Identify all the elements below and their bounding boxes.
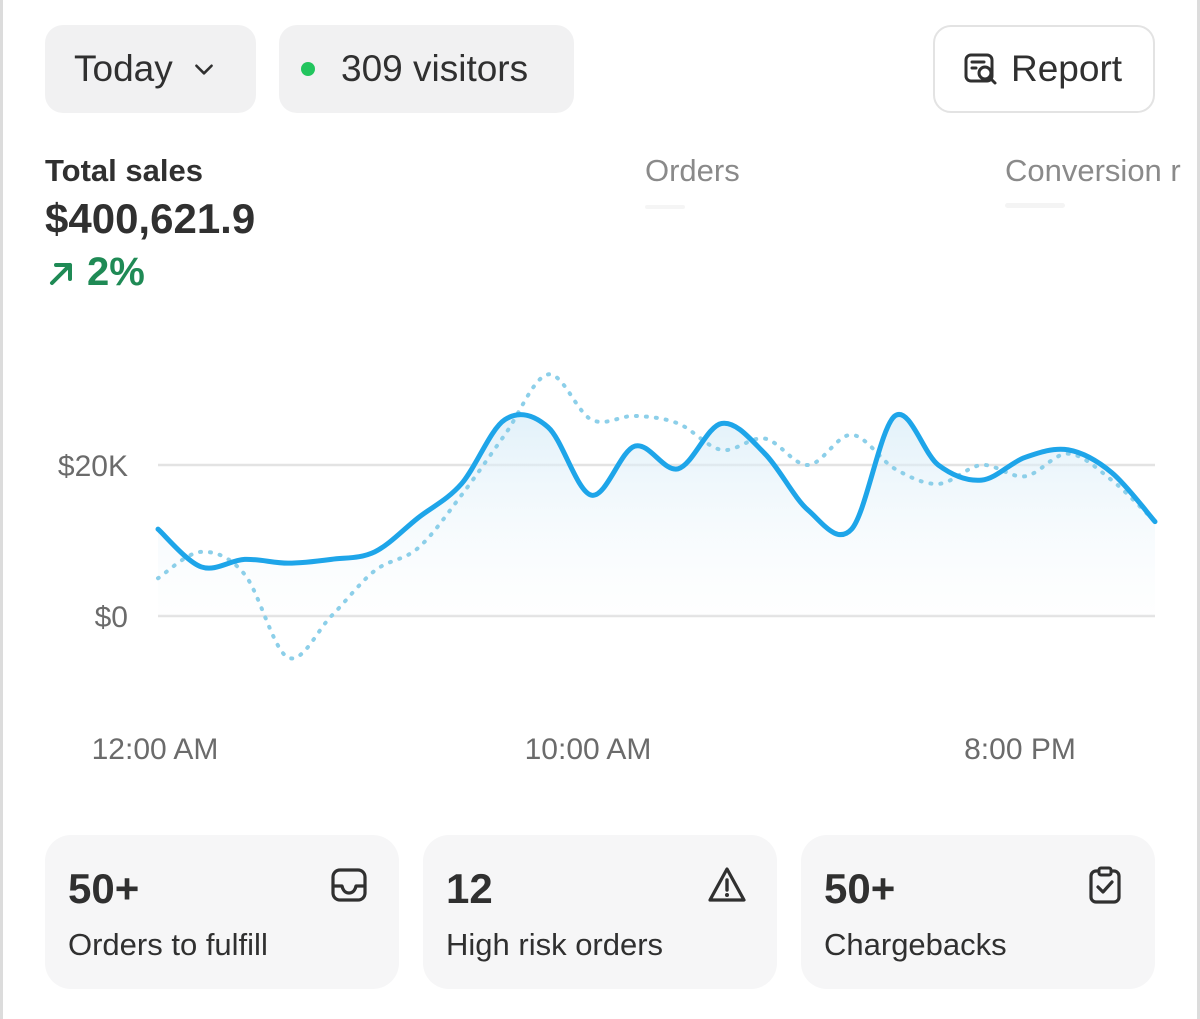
series-line-dotted [156, 372, 1157, 661]
visitors-label: 309 visitors [341, 48, 529, 89]
period-label: Today [74, 48, 173, 89]
high-risk-orders-card[interactable]: 12 High risk orders [423, 835, 777, 989]
conversion-title[interactable]: Conversion r [1005, 153, 1181, 188]
total-sales-change: 2% [45, 250, 145, 295]
window-border-right [1197, 0, 1200, 1019]
period-selector[interactable]: Today [45, 25, 256, 113]
card-value: 50+ [68, 865, 140, 912]
total-sales-title[interactable]: Total sales [45, 153, 203, 188]
report-search-icon [964, 53, 997, 85]
orders-value-placeholder [645, 205, 685, 209]
card-value: 12 [446, 865, 493, 912]
card-label: Orders to fulfill [68, 927, 268, 962]
x-tick-label: 12:00 AM [92, 733, 219, 766]
clipboard-check-icon [1089, 866, 1121, 904]
x-tick-label: 8:00 PM [964, 733, 1076, 766]
card-value: 50+ [824, 865, 896, 912]
report-label: Report [1011, 48, 1123, 89]
live-visitors-badge[interactable]: 309 visitors [279, 25, 574, 113]
report-button[interactable]: Report [933, 25, 1155, 113]
orders-to-fulfill-card[interactable]: 50+ Orders to fulfill [45, 835, 399, 989]
total-sales-value: $400,621.9 [45, 195, 256, 242]
chevron-down-icon [194, 64, 213, 75]
y-tick-label: $20K [58, 450, 128, 483]
live-dot-icon [301, 62, 315, 76]
orders-title[interactable]: Orders [645, 153, 740, 188]
card-label: Chargebacks [824, 927, 1007, 962]
warning-triangle-icon [708, 867, 746, 902]
card-label: High risk orders [446, 927, 664, 962]
chargebacks-card[interactable]: 50+ Chargebacks [801, 835, 1155, 989]
sales-chart[interactable]: $20K $0 12:00 AM 10:00 AM 8:00 PM [0, 330, 1200, 790]
x-tick-label: 10:00 AM [525, 733, 652, 766]
y-tick-label: $0 [95, 601, 128, 634]
window-border-left [0, 0, 3, 1019]
series-area-fill [158, 414, 1155, 616]
change-percent: 2% [87, 250, 145, 294]
conversion-value-placeholder [1005, 203, 1065, 208]
arrow-up-right-icon [50, 262, 72, 285]
inbox-icon [331, 868, 367, 902]
